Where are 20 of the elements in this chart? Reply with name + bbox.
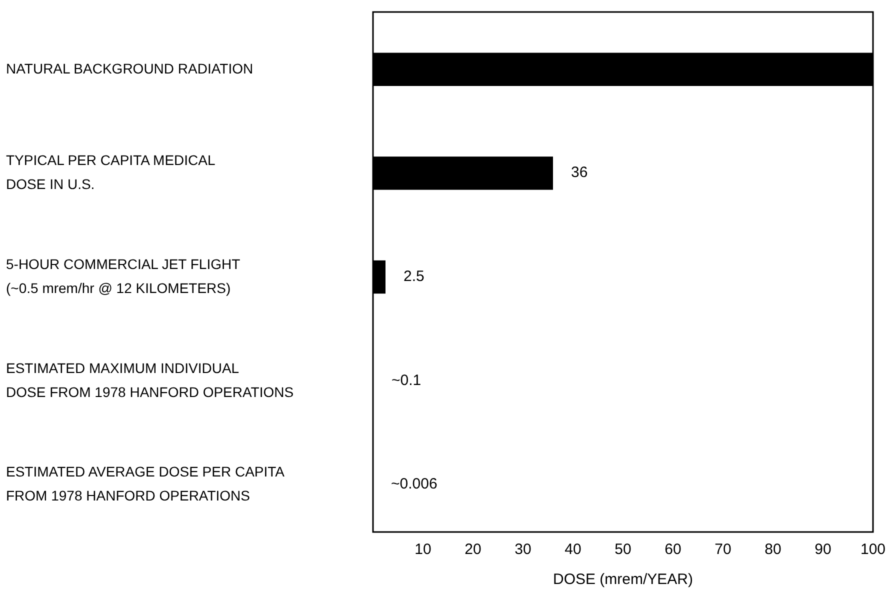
y-tick-label: ESTIMATED AVERAGE DOSE PER CAPITA FROM 1978 HANFORD OPERATIONS bbox=[6, 463, 286, 504]
y-tick-label: ESTIMATED MAXIMUM INDIVIDUAL DOSE FROM 1978 HANFORD OPERATIONS bbox=[6, 360, 294, 400]
x-tick-label: 70 bbox=[714, 541, 732, 558]
data-label: 2.5 bbox=[404, 268, 424, 285]
data-label: ~0.006 bbox=[391, 476, 438, 493]
x-axis-title: DOSE (mrem/YEAR) bbox=[552, 571, 694, 588]
data-label: ~0.1 bbox=[392, 372, 422, 389]
x-tick-label: 30 bbox=[514, 541, 532, 558]
x-tick-label: 40 bbox=[564, 541, 582, 558]
x-tick-label: 50 bbox=[614, 541, 632, 558]
x-tick-label: 60 bbox=[664, 541, 682, 558]
y-tick-label: 5-HOUR COMMERCIAL JET FLIGHT (~0.5 mrem/hr @ 12 KILOMETERS) bbox=[6, 256, 241, 296]
data-label: 36 bbox=[571, 164, 588, 182]
x-tick-label: 80 bbox=[764, 541, 782, 558]
x-tick-label: 20 bbox=[464, 541, 482, 558]
x-tick-label: 10 bbox=[414, 541, 432, 558]
x-tick-label: 90 bbox=[814, 541, 832, 558]
y-tick-label: TYPICAL PER CAPITA MEDICAL DOSE IN U.S. bbox=[6, 152, 216, 192]
x-tick-label: 100 bbox=[860, 541, 886, 558]
y-tick-label: NATURAL BACKGROUND RADIATION bbox=[6, 60, 254, 76]
